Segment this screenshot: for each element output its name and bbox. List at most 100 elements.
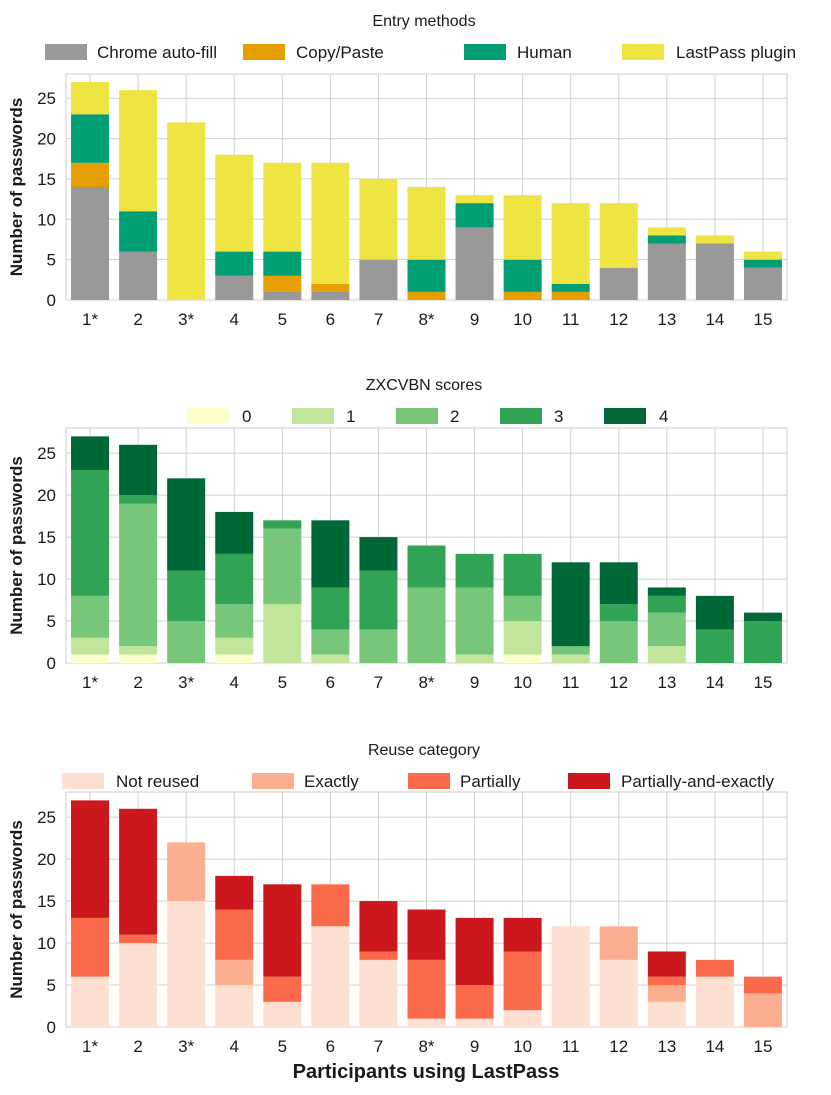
bar-segment (647, 587, 686, 596)
bar-segment (359, 178, 398, 260)
bar-segment (215, 154, 254, 252)
bar-segment (311, 520, 350, 588)
bar-segment (311, 926, 350, 1027)
y-tick-label: 10 (37, 934, 56, 953)
y-tick-label: 5 (47, 251, 56, 270)
legend-swatch (604, 408, 646, 424)
y-tick-label: 5 (47, 612, 56, 631)
x-tick-label: 8* (418, 1037, 434, 1056)
bar-segment (503, 259, 542, 292)
bar-segment (263, 251, 302, 276)
bar-segment (215, 654, 254, 663)
bar-segment (359, 959, 398, 1027)
bar-segment (455, 195, 494, 204)
bar-segment (695, 235, 734, 244)
legend-swatch (568, 773, 610, 789)
legend-label: Not reused (116, 772, 199, 791)
x-axis-label: Participants using LastPass (293, 1061, 560, 1083)
bar-segment (599, 562, 638, 605)
bar-segment (551, 654, 590, 663)
bar-segment (119, 90, 158, 212)
bar-segment (263, 162, 302, 252)
bar-segment (551, 646, 590, 655)
y-tick-label: 20 (37, 850, 56, 869)
bar-segment (311, 884, 350, 927)
x-tick-label: 13 (657, 673, 676, 692)
bar-segment (743, 259, 782, 268)
x-tick-label: 3* (178, 1037, 194, 1056)
bar-segment (407, 259, 446, 292)
legend-swatch (243, 44, 285, 60)
bar-segment (311, 291, 350, 300)
bar-segment (407, 587, 446, 663)
x-tick-label: 12 (609, 673, 628, 692)
bar-segment (263, 520, 302, 529)
x-tick-label: 6 (326, 310, 335, 329)
bar-segment (647, 612, 686, 647)
legend-label: 0 (242, 407, 251, 426)
x-tick-label: 7 (374, 673, 383, 692)
bar-segment (215, 637, 254, 655)
x-tick-label: 12 (609, 1037, 628, 1056)
legend-label: 1 (346, 407, 355, 426)
chart-panel-1: 0 5 10 15 20 25 1* 2 3* 4 5 6 7 8* 9 10 11 12 13 14 15 Entry … (7, 13, 796, 329)
x-tick-label: 5 (278, 1037, 287, 1056)
bar-segment (71, 187, 110, 300)
bar-segment (119, 211, 158, 252)
x-tick-label: 3* (178, 673, 194, 692)
x-tick-label: 2 (133, 1037, 142, 1056)
bar-segment (215, 275, 254, 300)
legend-swatch (187, 408, 229, 424)
legend-swatch (500, 408, 542, 424)
bar-segment (503, 1010, 542, 1027)
bar-segment (647, 976, 686, 986)
legend-label: 4 (659, 407, 668, 426)
legend-swatch (464, 44, 506, 60)
bar-segment (743, 251, 782, 260)
bar-segment (455, 985, 494, 1019)
y-axis-label: Number of passwords (7, 98, 26, 277)
bar-segment (407, 187, 446, 260)
x-tick-label: 4 (229, 1037, 238, 1056)
bar-segment (503, 951, 542, 1011)
y-tick-label: 20 (37, 130, 56, 149)
legend-label: Copy/Paste (296, 43, 384, 62)
bar-segment (311, 654, 350, 663)
bar-segment (215, 985, 254, 1027)
bar-segment (647, 1001, 686, 1027)
bar-segment (455, 227, 494, 300)
bar-segment (215, 511, 254, 554)
bar-segment (503, 553, 542, 596)
bar-segment (263, 976, 302, 1002)
x-tick-label: 5 (278, 310, 287, 329)
bar-segment (215, 959, 254, 986)
bar-segment (167, 621, 206, 663)
x-tick-label: 10 (513, 310, 532, 329)
y-tick-label: 20 (37, 486, 56, 505)
legend-label: 2 (450, 407, 459, 426)
legend-label: Partially-and-exactly (621, 772, 775, 791)
bar-segment (503, 291, 542, 300)
bar-segment (599, 621, 638, 663)
bar-segment (359, 259, 398, 300)
x-tick-label: 11 (562, 673, 580, 692)
y-tick-label: 15 (37, 528, 56, 547)
bar-segment (455, 654, 494, 663)
x-tick-label: 1* (82, 673, 98, 692)
legend-swatch (408, 773, 450, 789)
x-tick-label: 9 (470, 1037, 479, 1056)
x-tick-label: 1* (82, 310, 98, 329)
x-tick-label: 12 (609, 310, 628, 329)
bar-segment (455, 1018, 494, 1027)
legend-swatch (252, 773, 294, 789)
legend-swatch (396, 408, 438, 424)
chart-panel-3: 0 5 10 15 20 25 1* 2 3* 4 5 6 7 8* 9 10 11 12 13 14 15 Reuse … (7, 742, 788, 1083)
bar-segment (263, 291, 302, 300)
bar-segment (503, 654, 542, 663)
chart-title: ZXCVBN scores (366, 377, 482, 394)
bar-segment (647, 595, 686, 613)
y-tick-label: 10 (37, 570, 56, 589)
bar-segment (71, 595, 110, 638)
y-tick-label: 0 (47, 291, 56, 310)
legend-swatch (62, 773, 104, 789)
